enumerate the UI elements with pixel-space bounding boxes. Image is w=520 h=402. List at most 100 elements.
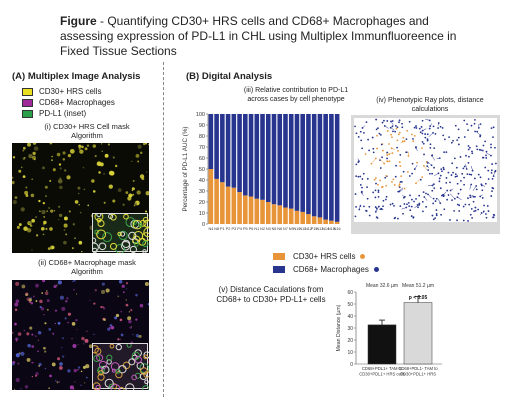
hrs-cell-dot [92, 144, 97, 148]
ray-plot-cell [405, 138, 408, 141]
ray-plot-ray [471, 165, 473, 171]
macrophage-cell-dot [26, 332, 30, 336]
inset-cell-ring [90, 237, 97, 244]
macrophage-cell-dot [35, 283, 39, 288]
ray-plot-cell [466, 123, 468, 126]
inset-cell-ring [94, 212, 104, 221]
macrophage-cell-dot [25, 292, 29, 295]
bar-hrs-N16 [334, 221, 340, 224]
ray-plot-ray [431, 155, 436, 161]
bar-hrs-N6 [277, 205, 283, 224]
ray-plot-cell [439, 187, 442, 190]
bar-macrophage-N12 [306, 114, 311, 215]
ray-plot-cell [492, 175, 495, 178]
ray-plot-cell [440, 213, 442, 216]
ray-plot-cell [453, 209, 456, 212]
x-tick-label: N14 [322, 227, 329, 231]
macrophage-cell-dot [20, 388, 22, 390]
ray-plot-cell [494, 169, 497, 172]
bar-macrophage-N16 [334, 114, 340, 222]
macrophage-cell-dot [48, 328, 52, 331]
ray-plot-cell [433, 166, 435, 169]
x-tick-label: N7 [283, 227, 288, 231]
macrophage-cell-dot [28, 300, 32, 304]
ray-plot-cell [470, 207, 473, 210]
macrophage-cell-dot [138, 334, 142, 338]
hrs-cell-dot [22, 149, 25, 152]
ray-plot-cell [376, 134, 378, 137]
inset-cell-ring [98, 370, 104, 376]
figure-title: Figure - Quantifying CD30+ HRS cells and… [60, 14, 480, 59]
ray-plot-ray [414, 164, 418, 170]
ray-plot-cell [449, 219, 451, 221]
legend-label-hrs: CD30+ HRS cells [39, 87, 102, 96]
macrophage-cell-dot [15, 377, 20, 383]
ray-plot-cell [421, 200, 424, 203]
x-category-label: CD68+PDL1+ TAM to [362, 366, 403, 371]
y-tick-label: 60 [199, 156, 205, 162]
inset-cell-ring [118, 386, 125, 390]
ray-plot-cell [447, 171, 450, 174]
macrophage-cell-dot [24, 385, 29, 389]
bar-macrophage-N5 [271, 114, 277, 205]
inset-cell-ring [110, 384, 121, 390]
ray-plot-cell [445, 151, 448, 154]
ray-plot-ray [391, 147, 395, 150]
ray-plot-cell [473, 177, 476, 180]
ray-plot-cell [394, 216, 397, 219]
ray-plot-cell [379, 179, 381, 182]
ray-plot-cell [471, 169, 474, 172]
hrs-cell-dot [31, 249, 33, 251]
macrophage-cell-dot [27, 343, 31, 348]
macrophage-cell-dot [93, 302, 96, 305]
macrophage-cell-dot [67, 321, 69, 324]
hrs-cell-dot [63, 240, 67, 245]
ray-plot-cell [426, 139, 429, 142]
hrs-cell-dot [122, 203, 125, 206]
hrs-cell-dot [101, 143, 103, 145]
ray-plot-cell [490, 146, 492, 149]
bar-hrs-P1 [220, 182, 225, 224]
macrophage-cell-dot [34, 335, 37, 338]
ray-plot-cell [491, 190, 493, 193]
panel-iv-caption-line2: calculations [411, 106, 449, 113]
macrophage-cell-dot [44, 291, 49, 296]
bar-macrophage-P1 [220, 114, 225, 183]
ray-plot-cell [398, 119, 401, 122]
macrophage-cell-dot [14, 302, 19, 307]
hrs-cell-dot [43, 216, 46, 218]
panel-ii-caption-line2: Algorithm [71, 267, 103, 276]
ray-plot-cell [410, 205, 413, 208]
hrs-cell-dot [57, 178, 63, 184]
macrophage-cell-dot [17, 362, 20, 365]
ray-plot-cell [443, 151, 446, 154]
y-tick-label: 40 [199, 178, 205, 184]
ray-plot-cell [477, 208, 479, 211]
ray-plot-cell [354, 215, 357, 218]
ray-plot-cell [425, 192, 427, 195]
ray-plot-ray [480, 194, 483, 197]
macrophage-cell-dot [54, 379, 57, 382]
ray-plot-cell [433, 187, 436, 190]
hrs-cell-dot [51, 155, 53, 158]
hrs-cell-dot [57, 205, 61, 208]
macrophage-cell-dot [39, 299, 43, 304]
legend-b-swatch-hrs [273, 253, 285, 260]
hrs-cell-dot [49, 143, 53, 145]
ray-plot-cell [484, 166, 487, 169]
ray-plot-cell [385, 184, 388, 187]
macrophage-cell-dot [31, 345, 35, 348]
hrs-cell-dot [39, 210, 41, 213]
ray-plot-cell [422, 210, 424, 213]
bar-macrophage-N1 [254, 114, 260, 199]
hrs-cell-dot [65, 233, 68, 236]
macrophage-cell-dot [75, 319, 78, 322]
ray-plot-cell [408, 120, 411, 123]
hrs-cell-dot [68, 210, 71, 213]
inset-cell-ring [109, 343, 115, 349]
ray-plot-cell [377, 183, 379, 186]
ray-plot-cell [411, 172, 414, 175]
ray-plot-cell [428, 172, 431, 175]
macrophage-cell-dot [85, 376, 88, 379]
y-tick-label: 50 [199, 167, 205, 173]
